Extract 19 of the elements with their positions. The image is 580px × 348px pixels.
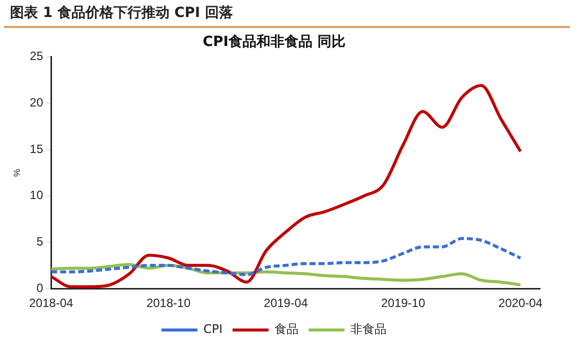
- y-tick-label: 0: [36, 280, 44, 295]
- y-tick-label: 5: [36, 234, 44, 249]
- chart-subtitle: CPI食品和非食品 同比: [202, 34, 346, 50]
- line-series: [51, 84, 522, 288]
- x-tick-label: 2018-10: [146, 296, 191, 310]
- y-tick-label: 20: [30, 95, 44, 110]
- x-tick-label: 2020-04: [498, 296, 543, 310]
- chart-title: 图表 1 食品价格下行推动 CPI 回落: [4, 0, 570, 28]
- x-tick-label: 2018-04: [29, 296, 74, 310]
- y-tick-label: 25: [30, 49, 44, 64]
- legend-label: 非食品: [350, 322, 387, 336]
- legend-label: 食品: [274, 322, 299, 336]
- y-axis-title: %: [12, 168, 22, 177]
- line-series: [51, 237, 522, 276]
- y-tick-label: 10: [30, 188, 44, 202]
- x-tick-label: 2019-10: [381, 296, 426, 310]
- legend-label: CPI: [203, 322, 223, 336]
- x-tick-label: 2019-04: [264, 296, 308, 310]
- y-tick-label: 15: [30, 142, 44, 156]
